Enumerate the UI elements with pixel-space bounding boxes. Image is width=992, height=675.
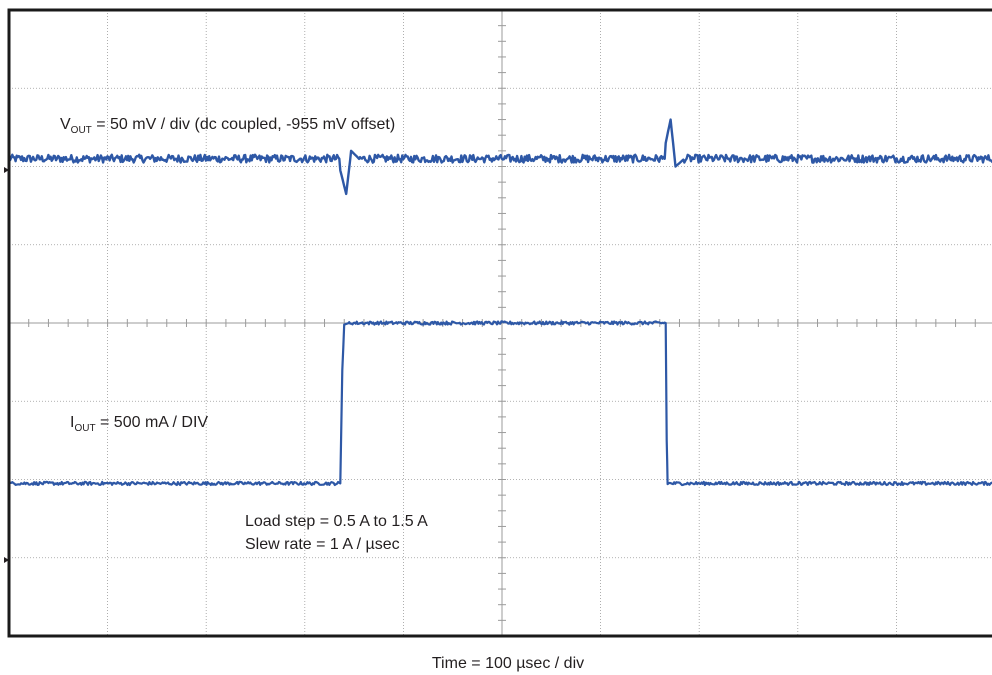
x-axis-label: Time = 100 µsec / div [432, 655, 584, 672]
plot-frame [7, 8, 992, 638]
iout-annotation: IOUT = 500 mA / DIV [70, 414, 208, 434]
vout-trace [7, 118, 992, 196]
load-step-annotation: Load step = 0.5 A to 1.5 A [245, 513, 428, 530]
vout-ground-marker [4, 167, 9, 173]
iout-trace [8, 320, 992, 487]
iout-ground-marker [4, 557, 9, 563]
vout-annotation: VOUT = 50 mV / div (dc coupled, -955 mV … [60, 116, 395, 136]
slew-rate-annotation: Slew rate = 1 A / µsec [245, 536, 400, 553]
traces [7, 118, 992, 487]
